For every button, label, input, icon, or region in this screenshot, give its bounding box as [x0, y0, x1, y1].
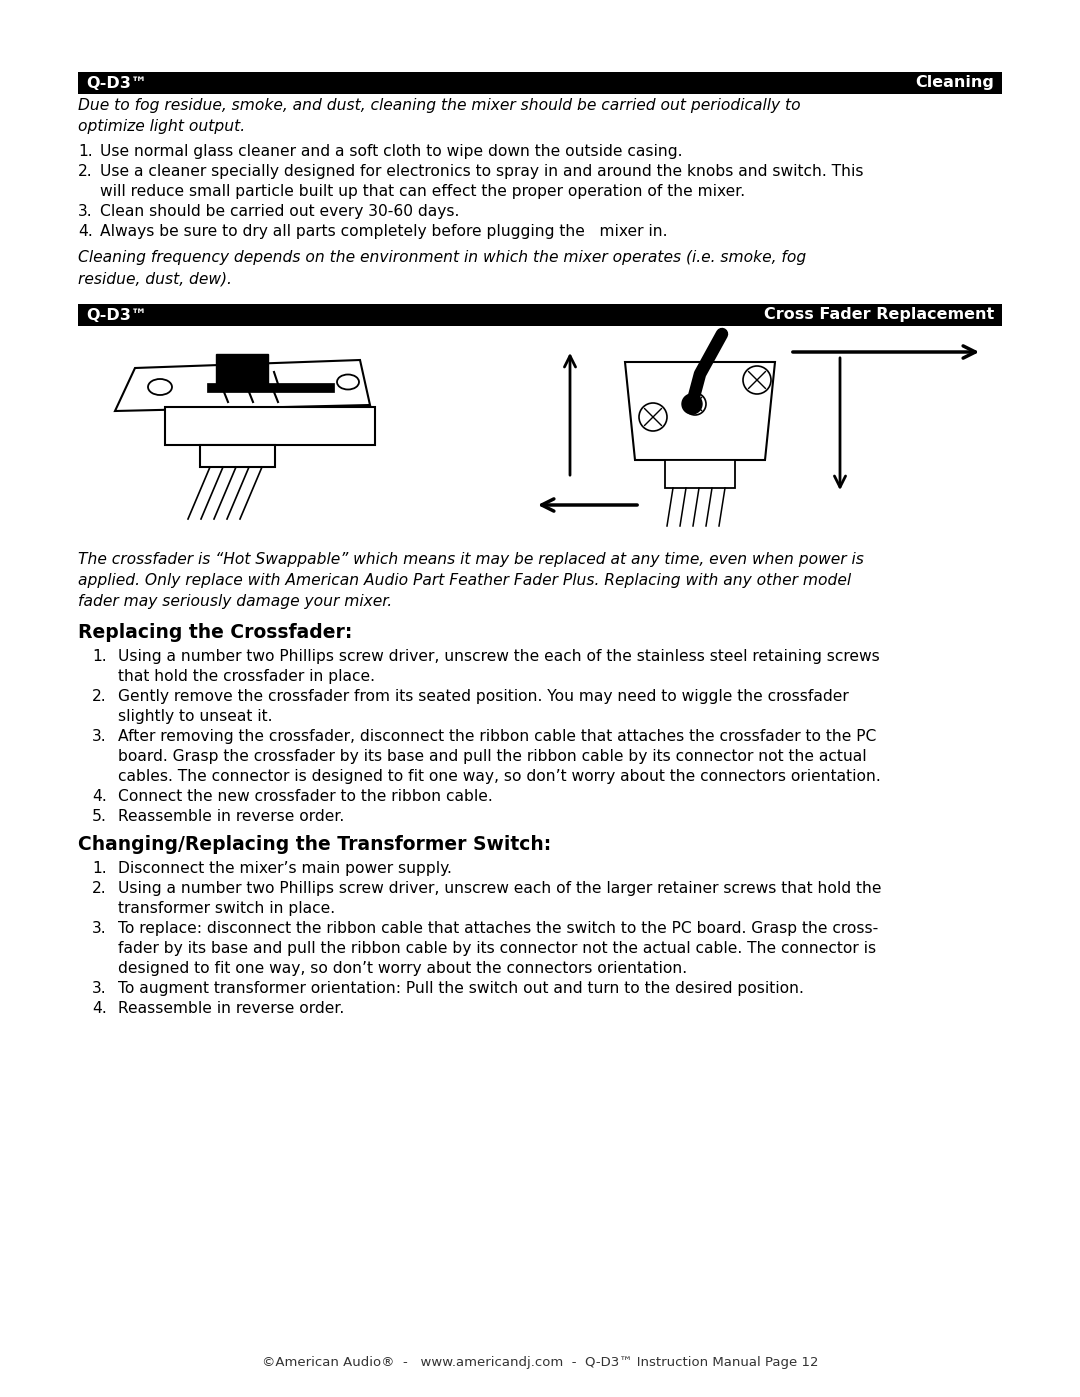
Text: 3.: 3. — [92, 921, 107, 936]
Text: Gently remove the crossfader from its seated position. You may need to wiggle th: Gently remove the crossfader from its se… — [118, 689, 849, 704]
Text: 4.: 4. — [78, 224, 93, 239]
Text: After removing the crossfader, disconnect the ribbon cable that attaches the cro: After removing the crossfader, disconnec… — [118, 729, 876, 745]
Circle shape — [681, 394, 702, 414]
Text: applied. Only replace with American Audio Part Feather Fader Plus. Replacing wit: applied. Only replace with American Audi… — [78, 573, 851, 588]
Text: To augment transformer orientation: Pull the switch out and turn to the desired : To augment transformer orientation: Pull… — [118, 981, 804, 996]
Text: Using a number two Phillips screw driver, unscrew each of the larger retainer sc: Using a number two Phillips screw driver… — [118, 882, 881, 895]
Text: will reduce small particle built up that can effect the proper operation of the : will reduce small particle built up that… — [100, 184, 745, 198]
Text: 3.: 3. — [78, 204, 93, 219]
Text: Connect the new crossfader to the ribbon cable.: Connect the new crossfader to the ribbon… — [118, 789, 492, 805]
Text: 2.: 2. — [92, 882, 107, 895]
Text: board. Grasp the crossfader by its base and pull the ribbon cable by its connect: board. Grasp the crossfader by its base … — [118, 749, 866, 764]
Text: Reassemble in reverse order.: Reassemble in reverse order. — [118, 809, 345, 824]
Text: that hold the crossfader in place.: that hold the crossfader in place. — [118, 669, 375, 685]
Text: 1.: 1. — [78, 144, 93, 159]
Text: Q-D3™: Q-D3™ — [86, 307, 147, 323]
Text: ©American Audio®  -   www.americandj.com  -  Q-D3™ Instruction Manual Page 12: ©American Audio® - www.americandj.com - … — [261, 1356, 819, 1369]
Text: residue, dust, dew).: residue, dust, dew). — [78, 271, 232, 286]
Text: Q-D3™: Q-D3™ — [86, 75, 147, 91]
Text: optimize light output.: optimize light output. — [78, 119, 245, 134]
Bar — [200, 446, 275, 467]
Bar — [665, 460, 735, 488]
Text: fader by its base and pull the ribbon cable by its connector not the actual cabl: fader by its base and pull the ribbon ca… — [118, 942, 876, 956]
Text: 4.: 4. — [92, 789, 107, 805]
Text: 1.: 1. — [92, 650, 107, 664]
Text: Always be sure to dry all parts completely before plugging the   mixer in.: Always be sure to dry all parts complete… — [100, 224, 667, 239]
Text: Using a number two Phillips screw driver, unscrew the each of the stainless stee: Using a number two Phillips screw driver… — [118, 650, 880, 664]
Text: Clean should be carried out every 30-60 days.: Clean should be carried out every 30-60 … — [100, 204, 459, 219]
Text: cables. The connector is designed to fit one way, so don’t worry about the conne: cables. The connector is designed to fit… — [118, 768, 881, 784]
Text: 3.: 3. — [92, 981, 107, 996]
Text: 4.: 4. — [92, 1002, 107, 1016]
Text: 2.: 2. — [92, 689, 107, 704]
Text: transformer switch in place.: transformer switch in place. — [118, 901, 335, 916]
Text: Cleaning frequency depends on the environment in which the mixer operates (i.e. : Cleaning frequency depends on the enviro… — [78, 250, 807, 265]
Text: 5.: 5. — [92, 809, 107, 824]
Text: Replacing the Crossfader:: Replacing the Crossfader: — [78, 623, 352, 643]
Bar — [78, 73, 1002, 94]
Text: Reassemble in reverse order.: Reassemble in reverse order. — [118, 1002, 345, 1016]
Text: 3.: 3. — [92, 729, 107, 745]
Text: designed to fit one way, so don’t worry about the connectors orientation.: designed to fit one way, so don’t worry … — [118, 961, 687, 977]
Text: 1.: 1. — [92, 861, 107, 876]
Text: Cleaning: Cleaning — [915, 75, 994, 91]
Text: Disconnect the mixer’s main power supply.: Disconnect the mixer’s main power supply… — [118, 861, 451, 876]
Text: Use normal glass cleaner and a soft cloth to wipe down the outside casing.: Use normal glass cleaner and a soft clot… — [100, 144, 683, 159]
Bar — [216, 353, 268, 386]
Bar — [78, 305, 1002, 326]
Text: To replace: disconnect the ribbon cable that attaches the switch to the PC board: To replace: disconnect the ribbon cable … — [118, 921, 878, 936]
Text: Due to fog residue, smoke, and dust, cleaning the mixer should be carried out pe: Due to fog residue, smoke, and dust, cle… — [78, 98, 800, 113]
Text: Changing/Replacing the Transformer Switch:: Changing/Replacing the Transformer Switc… — [78, 835, 551, 854]
Text: Cross Fader Replacement: Cross Fader Replacement — [764, 307, 994, 323]
Text: slightly to unseat it.: slightly to unseat it. — [118, 710, 272, 724]
Bar — [165, 407, 375, 446]
Text: Use a cleaner specially designed for electronics to spray in and around the knob: Use a cleaner specially designed for ele… — [100, 163, 864, 179]
Text: fader may seriously damage your mixer.: fader may seriously damage your mixer. — [78, 594, 392, 609]
Text: The crossfader is “Hot Swappable” which means it may be replaced at any time, ev: The crossfader is “Hot Swappable” which … — [78, 552, 864, 567]
Text: 2.: 2. — [78, 163, 93, 179]
